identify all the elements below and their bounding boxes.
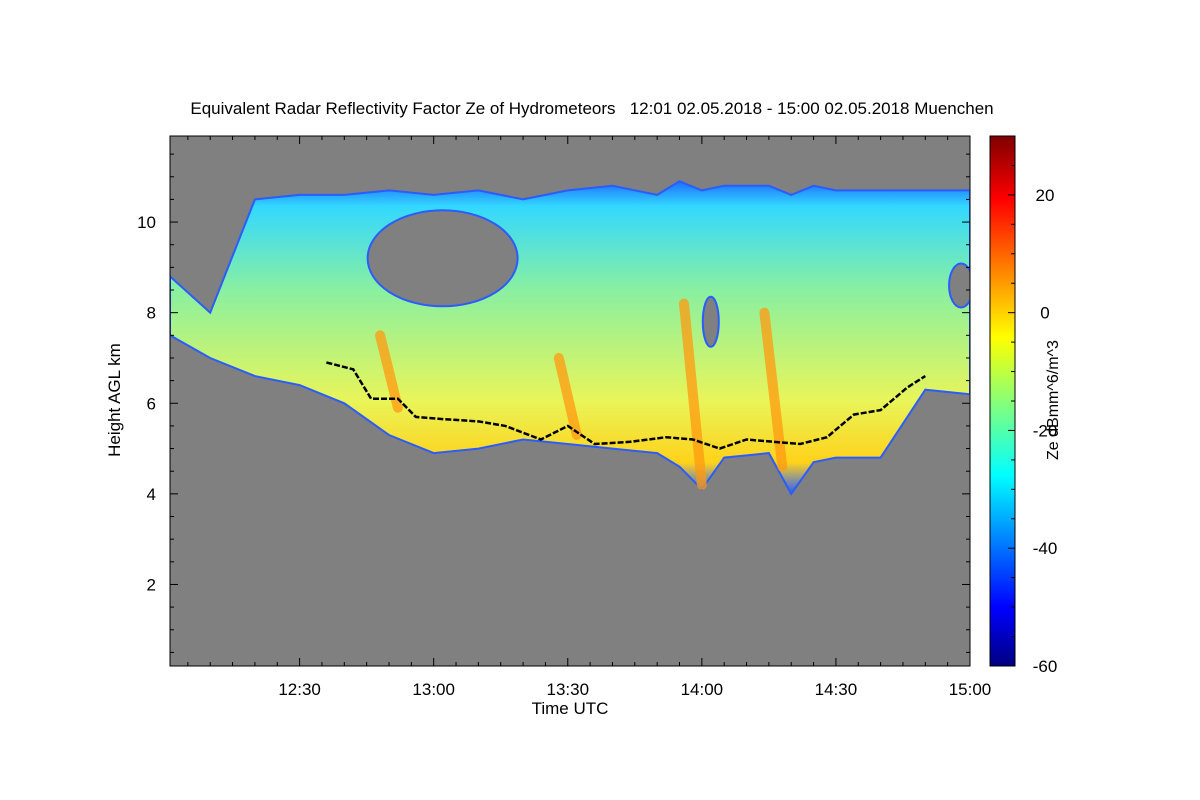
colorbar-tick-label: 20 <box>1036 186 1055 205</box>
high-reflectivity-streak <box>759 307 788 472</box>
melting-layer-line <box>326 361 926 450</box>
plot-area: 12:30 13:00 13:30 14:00 14:30 15:00 2 4 6 8 10 <box>137 135 992 699</box>
y-tick-label: 6 <box>147 394 156 413</box>
x-tick-label: 14:30 <box>815 680 858 699</box>
cloud-echo-layer <box>170 180 970 496</box>
y-tick-label: 8 <box>147 304 156 323</box>
x-axis: 12:30 13:00 13:30 14:00 14:30 15:00 <box>187 136 992 699</box>
colorbar-label: Ze dBmm^6/m^3 <box>1045 340 1062 460</box>
y-tick-label: 4 <box>147 485 156 504</box>
x-tick-label: 13:30 <box>546 680 589 699</box>
x-tick-label: 15:00 <box>949 680 992 699</box>
y-tick-label: 10 <box>137 213 156 232</box>
high-reflectivity-streak <box>553 352 582 440</box>
plot-frame <box>169 135 971 667</box>
melting-layer-path <box>326 361 926 450</box>
colorbar: -60 -40 -20 0 20 Ze dBmm^6/m^3 <box>989 135 1062 676</box>
y-tick-label: 2 <box>147 575 156 594</box>
colorbar-tick-label: -60 <box>1033 657 1058 676</box>
x-tick-label: 12:30 <box>278 680 321 699</box>
colorbar-ticks: -60 -40 -20 0 20 <box>1008 164 1058 676</box>
y-axis-label: Height AGL km <box>105 343 124 457</box>
no-echo-gap <box>701 295 720 348</box>
colorbar-tick-label: -20 <box>1033 421 1058 440</box>
colorbar-tick-label: -40 <box>1033 539 1058 558</box>
x-tick-label: 14:00 <box>681 680 724 699</box>
colorbar-tick-label: 0 <box>1040 304 1049 323</box>
y-axis: 2 4 6 8 10 <box>137 153 970 653</box>
x-tick-label: 13:00 <box>412 680 455 699</box>
chart-title: Equivalent Radar Reflectivity Factor Ze … <box>190 99 993 118</box>
x-axis-label: Time UTC <box>532 699 609 718</box>
high-reflectivity-streak <box>678 298 707 490</box>
no-echo-gap <box>948 262 970 309</box>
no-echo-gap <box>366 209 519 308</box>
colorbar-gradient <box>989 135 1016 667</box>
high-reflectivity-streak <box>375 330 403 413</box>
